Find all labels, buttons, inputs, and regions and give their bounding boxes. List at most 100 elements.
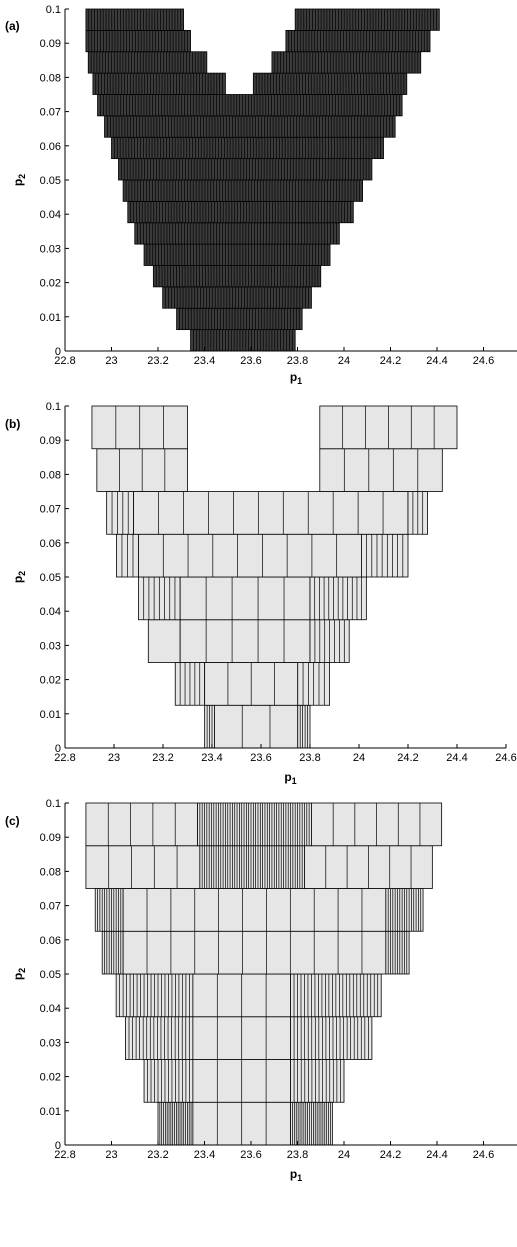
box-segment: [176, 307, 303, 331]
x-tick-label: 22.8: [54, 752, 75, 764]
y-tick-label: 0.04: [40, 1003, 61, 1015]
x-tick-label: 23: [105, 1149, 117, 1161]
panel-label: (a): [5, 19, 20, 33]
y-tick-label: 0: [55, 346, 61, 358]
box-segment: [179, 619, 311, 663]
box-segment: [125, 1016, 194, 1060]
y-tick-label: 0.1: [46, 401, 61, 413]
y-tick-label: 0: [55, 743, 61, 755]
chart-panel: 22.8 23 23.2 23.4 23.6 23.8 24 24.2 24.4 24.6 0 0.0…: [5, 401, 517, 786]
x-tick-label: 24: [338, 1149, 350, 1161]
y-axis-label: p2: [11, 174, 27, 186]
box-segment: [87, 51, 208, 74]
chart-panel: 22.8 23 23.2 23.4 23.6 23.8 24 24.2 24.4 24.6 0 0.0…: [5, 798, 517, 1183]
y-tick-label: 0.05: [40, 969, 61, 981]
y-tick-label: 0.02: [40, 675, 61, 687]
box-segment: [138, 533, 362, 578]
x-tick-label: 24.6: [495, 752, 516, 764]
x-axis-label: p1: [284, 770, 296, 786]
x-tick-label: 23.8: [287, 355, 308, 367]
x-tick-label: 23.2: [152, 752, 173, 764]
x-tick-label: 23.4: [194, 1149, 215, 1161]
y-axis-label: p2: [11, 571, 27, 583]
x-axis-label-subscript: 1: [292, 776, 297, 786]
y-tick-label: 0.05: [40, 175, 61, 187]
x-tick-label: 23.4: [201, 752, 222, 764]
box-segment: [133, 491, 409, 535]
x-tick-label: 23: [108, 752, 120, 764]
y-tick-label: 0.06: [40, 538, 61, 550]
x-tick-label: 24.6: [473, 1149, 494, 1161]
box-segment: [179, 576, 311, 621]
x-tick-label: 24: [338, 355, 350, 367]
box-segment: [297, 704, 311, 749]
y-tick-label: 0.03: [40, 640, 61, 652]
y-tick-label: 0.06: [40, 141, 61, 153]
box-segment: [290, 1059, 345, 1103]
box-segment: [97, 94, 403, 117]
x-tick-label: 22.8: [54, 1149, 75, 1161]
y-tick-label: 0.08: [40, 72, 61, 84]
y-tick-label: 0.05: [40, 572, 61, 584]
box-segment: [85, 845, 201, 889]
box-segment: [271, 51, 422, 74]
x-tick-label: 24.4: [426, 355, 447, 367]
y-tick-label: 0.03: [40, 1037, 61, 1049]
x-tick-label: 24.4: [426, 1149, 447, 1161]
y-tick-label: 0.01: [40, 709, 61, 721]
box-segment: [122, 930, 387, 975]
x-tick-label: 24.2: [397, 752, 418, 764]
x-tick-label: 24.6: [473, 355, 494, 367]
x-tick-label: 23.4: [194, 355, 215, 367]
y-tick-label: 0.09: [40, 832, 61, 844]
y-tick-label: 0.03: [40, 243, 61, 255]
y-tick-label: 0: [55, 1140, 61, 1152]
y-tick-label: 0.07: [40, 504, 61, 516]
box-segment: [361, 533, 409, 578]
y-tick-label: 0.06: [40, 935, 61, 947]
y-tick-label: 0.02: [40, 1072, 61, 1084]
x-axis-label: p1: [290, 370, 302, 386]
box-segment: [197, 802, 312, 847]
x-tick-label: 23.8: [299, 752, 320, 764]
x-axis-label-subscript: 1: [297, 376, 302, 386]
y-tick-label: 0.02: [40, 278, 61, 290]
x-tick-label: 23.8: [287, 1149, 308, 1161]
y-axis-label-subscript: 2: [17, 174, 27, 179]
x-tick-label: 23.2: [147, 355, 168, 367]
y-axis-label-subscript: 2: [17, 968, 27, 973]
box-segment: [147, 619, 181, 663]
y-tick-label: 0.09: [40, 38, 61, 50]
x-axis-label: p1: [290, 1167, 302, 1183]
box-segment: [162, 286, 312, 309]
y-tick-label: 0.01: [40, 1106, 61, 1118]
y-tick-label: 0.04: [40, 606, 61, 618]
y-axis-label: p2: [11, 968, 27, 980]
y-tick-label: 0.08: [40, 469, 61, 481]
box-segment: [214, 704, 299, 749]
box-segment: [319, 448, 443, 492]
x-tick-label: 23.6: [240, 1149, 261, 1161]
x-tick-label: 23.6: [240, 355, 261, 367]
x-tick-label: 24.2: [380, 1149, 401, 1161]
box-segment: [290, 1016, 373, 1060]
y-tick-label: 0.07: [40, 107, 61, 119]
panel-label: (c): [5, 814, 20, 828]
y-tick-label: 0.07: [40, 901, 61, 913]
box-segment: [199, 845, 305, 889]
y-tick-label: 0.1: [46, 798, 61, 810]
y-tick-label: 0.01: [40, 312, 61, 324]
x-tick-label: 23.2: [147, 1149, 168, 1161]
x-axis-label-subscript: 1: [297, 1173, 302, 1183]
panel-label: (b): [5, 417, 20, 431]
y-tick-label: 0.1: [46, 4, 61, 16]
box-segment: [122, 888, 387, 932]
chart-panel: 22.8 23 23.2 23.4 23.6 23.8 24 24.2 24.4 24.6 0 0.0…: [5, 4, 517, 386]
x-tick-label: 24.4: [446, 752, 467, 764]
x-tick-label: 22.8: [54, 355, 75, 367]
x-tick-label: 24: [353, 752, 365, 764]
y-tick-label: 0.04: [40, 209, 61, 221]
box-segment: [101, 930, 124, 975]
